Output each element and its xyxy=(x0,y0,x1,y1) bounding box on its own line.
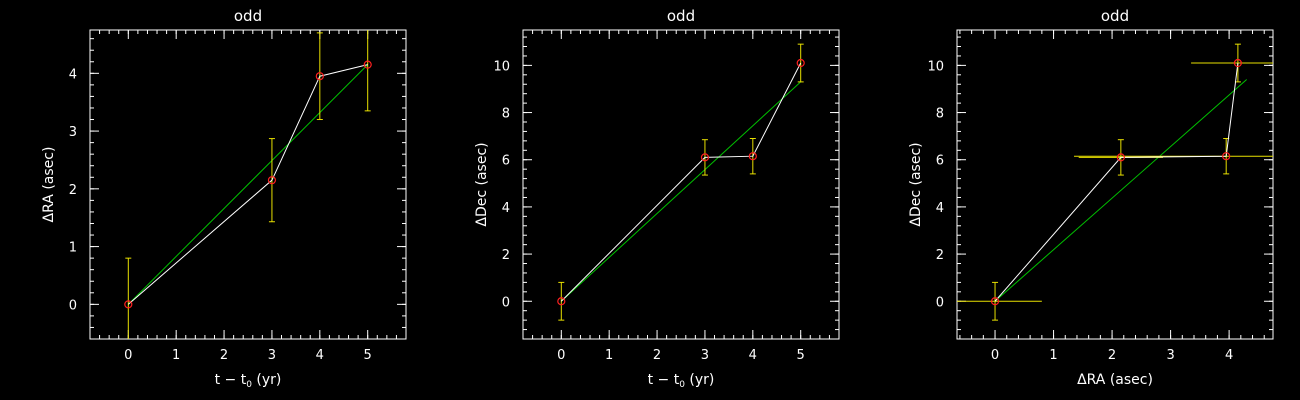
data-line xyxy=(994,62,1239,302)
y-tick-label: 2 xyxy=(502,248,510,263)
x-tick-label: 1 xyxy=(1049,348,1057,363)
x-tick-label: 4 xyxy=(1225,348,1233,363)
x-axis-label-unit: (yr) xyxy=(252,372,281,388)
data-point xyxy=(315,72,324,81)
x-tick-label: 0 xyxy=(557,348,565,363)
y-tick-label: 6 xyxy=(502,154,510,169)
y-tick-label: 10 xyxy=(493,59,510,74)
data-point xyxy=(557,297,566,306)
x-tick-label: 1 xyxy=(172,348,180,363)
x-axis-label-main: ΔRA (asec) xyxy=(1077,372,1153,388)
y-tick-label: 6 xyxy=(936,154,944,169)
data-point xyxy=(124,300,133,309)
y-tick-label: 8 xyxy=(502,107,510,122)
fit-line xyxy=(127,64,369,305)
y-axis-label: ΔDec (asec) xyxy=(908,142,924,226)
plot-frame xyxy=(89,29,407,340)
plot-area xyxy=(124,30,372,339)
x-tick-label: 4 xyxy=(316,348,324,363)
y-axis-label: ΔDec (asec) xyxy=(474,142,490,226)
data-point xyxy=(700,153,710,162)
plot-area xyxy=(557,43,805,321)
data-point xyxy=(1116,153,1125,162)
y-tick-label: 0 xyxy=(69,298,77,313)
data-point xyxy=(796,58,805,68)
x-axis-label: t − t0 (yr) xyxy=(215,372,282,390)
x-axis-label-subscript: 0 xyxy=(679,380,685,390)
data-line xyxy=(560,62,802,302)
y-tick-label: 0 xyxy=(502,295,510,310)
fit-line xyxy=(560,81,802,302)
y-tick-label: 8 xyxy=(936,107,944,122)
plot-area xyxy=(957,43,1273,321)
x-tick-label: 1 xyxy=(605,348,613,363)
x-tick-label: 3 xyxy=(701,348,709,363)
data-point xyxy=(1233,58,1242,68)
x-axis-label-subscript: 0 xyxy=(246,380,252,390)
x-tick-label: 3 xyxy=(268,348,276,363)
x-tick-label: 5 xyxy=(364,348,372,363)
data-point xyxy=(363,60,372,69)
x-axis-label: t − t0 (yr) xyxy=(648,372,715,390)
y-tick-label: 4 xyxy=(502,201,510,216)
y-tick-label: 3 xyxy=(69,125,77,140)
data-point xyxy=(267,176,277,185)
chart-title: odd xyxy=(234,7,262,25)
chart-panel-3: 0 1 2 3 4 0 2 4 6 8 10 odd ΔRA (asec) ΔDec (asec) xyxy=(908,7,1274,388)
plot-frame xyxy=(956,29,1274,340)
chart-title: odd xyxy=(1101,7,1129,25)
x-tick-label: 3 xyxy=(1166,348,1174,363)
chart-title: odd xyxy=(667,7,695,25)
x-tick-label: 2 xyxy=(653,348,661,363)
y-tick-label: 0 xyxy=(936,295,944,310)
x-tick-label: 0 xyxy=(124,348,132,363)
x-tick-label: 5 xyxy=(797,348,805,363)
data-point xyxy=(1222,152,1231,161)
x-axis-label-main: t − t xyxy=(648,372,680,388)
y-tick-label: 2 xyxy=(936,248,944,263)
fit-line xyxy=(994,79,1247,302)
x-tick-label: 2 xyxy=(220,348,228,363)
y-tick-label: 2 xyxy=(69,183,77,198)
y-axis-label: ΔRA (asec) xyxy=(41,147,57,223)
y-tick-label: 10 xyxy=(927,59,944,74)
x-tick-label: 4 xyxy=(749,348,757,363)
x-tick-label: 2 xyxy=(1108,348,1116,363)
x-axis-label-main: t − t xyxy=(215,372,247,388)
data-line xyxy=(127,64,368,305)
y-tick-label: 4 xyxy=(936,201,944,216)
x-axis-label: ΔRA (asec) xyxy=(1077,372,1153,388)
data-point xyxy=(990,297,1000,306)
plot-frame xyxy=(522,29,840,340)
x-axis-label-unit: (yr) xyxy=(685,372,714,388)
y-tick-label: 4 xyxy=(69,67,77,82)
y-tick-label: 1 xyxy=(69,241,77,256)
x-tick-label: 0 xyxy=(991,348,999,363)
data-point xyxy=(748,152,757,161)
